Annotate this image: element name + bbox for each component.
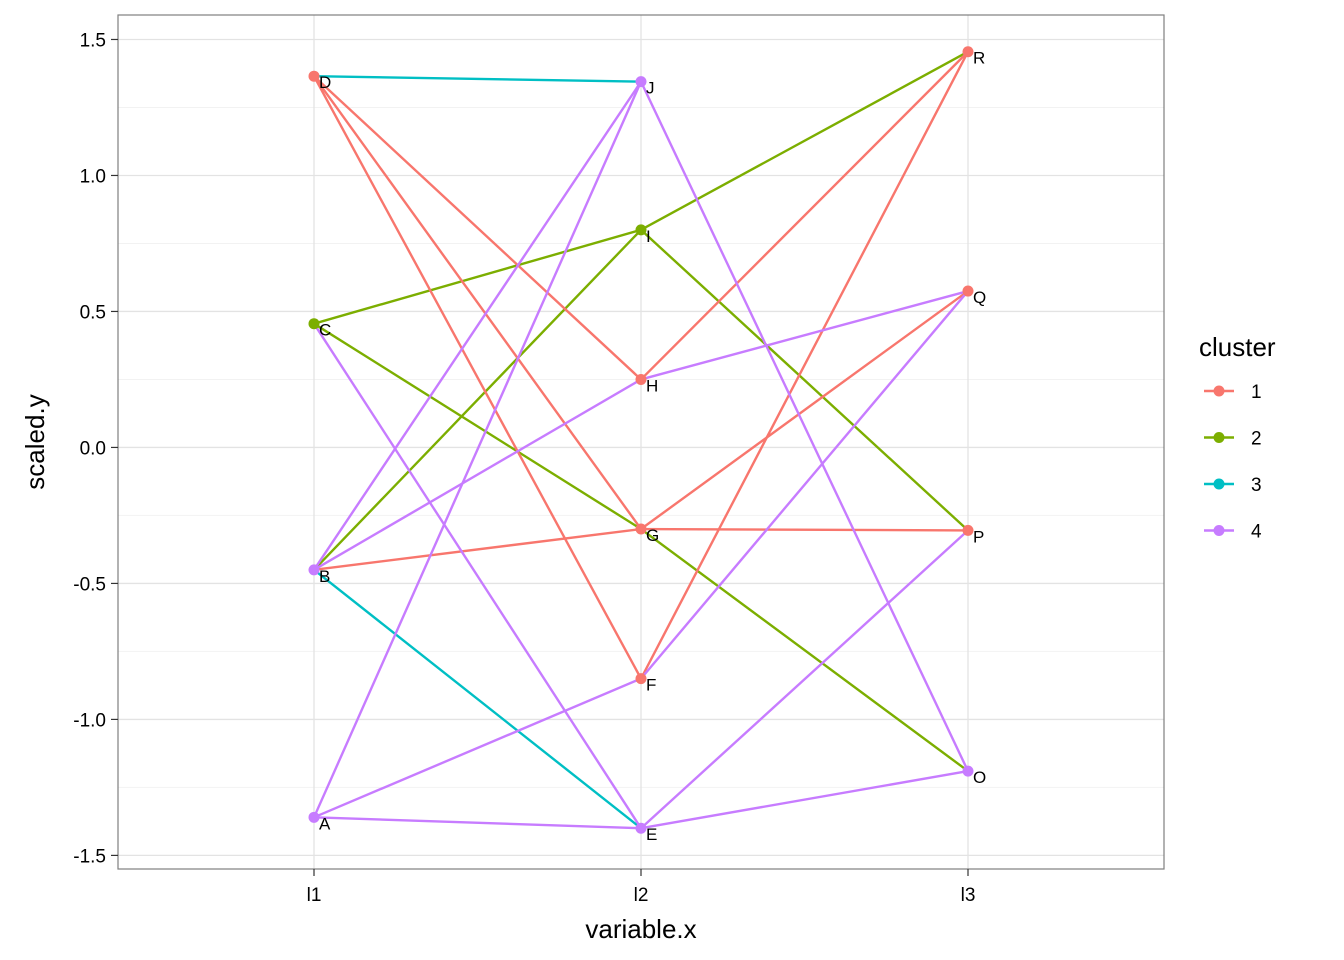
segment-A-J: [312, 80, 643, 819]
y-tick-label: 0.5: [80, 302, 106, 323]
y-tick-label: 0.0: [80, 438, 106, 459]
legend-key-point: [1213, 385, 1225, 397]
data-points: [308, 46, 974, 834]
segment-E-P: [639, 529, 970, 830]
point-label-P: P: [973, 527, 984, 546]
segment-F-R: [639, 50, 970, 680]
point-G: [635, 523, 647, 535]
legend-key-point: [1213, 432, 1225, 443]
legend-label: 4: [1251, 522, 1262, 543]
segment-J-O: [639, 80, 970, 773]
point-label-E: E: [646, 825, 657, 844]
y-tick-label: 1.0: [80, 166, 106, 187]
segment-B-H: [312, 378, 643, 572]
segment-C-G: [312, 322, 643, 531]
y-tick-label: -1.0: [73, 710, 106, 731]
y-axis-title: scaled.y: [20, 394, 50, 489]
segment-B-G: [312, 527, 643, 572]
point-Q: [962, 285, 974, 297]
point-label-A: A: [319, 814, 331, 833]
point-label-R: R: [973, 49, 985, 68]
x-tick-label: l1: [307, 885, 322, 906]
x-axis-title: variable.x: [585, 914, 696, 944]
x-tick-label: l2: [634, 885, 649, 906]
point-E: [635, 822, 647, 834]
point-F: [635, 673, 647, 685]
x-axis: l1 l2 l3: [307, 869, 976, 906]
cluster-segments: [312, 50, 970, 830]
legend: cluster 1 2 3 4: [1199, 332, 1276, 543]
segment-D-H: [312, 74, 643, 381]
legend-label: 1: [1251, 382, 1262, 403]
segment-A-F: [312, 677, 643, 819]
segment-H-Q: [639, 289, 970, 381]
segment-I-P: [639, 228, 970, 532]
segment-D-G: [312, 74, 643, 531]
point-label-B: B: [319, 567, 330, 586]
y-tick-label: -0.5: [73, 574, 106, 595]
point-label-D: D: [319, 73, 331, 92]
segment-I-R: [639, 50, 970, 232]
legend-label: 3: [1251, 475, 1262, 496]
y-tick-label: 1.5: [80, 30, 106, 51]
y-axis: -1.5 -1.0 -0.5 0.0 0.5 1.0 1.5: [73, 30, 118, 867]
point-P: [962, 524, 974, 536]
point-labels: A B C D E F G H I J O P Q R: [319, 49, 986, 844]
point-H: [635, 373, 647, 385]
x-tick-label: l3: [961, 885, 976, 906]
point-label-I: I: [646, 227, 651, 246]
segment-E-O: [639, 769, 970, 830]
point-A: [308, 811, 320, 823]
segment-B-E: [312, 568, 643, 830]
segment-H-R: [639, 50, 970, 381]
segment-D-F: [312, 74, 643, 680]
point-label-G: G: [646, 526, 659, 545]
segment-G-Q: [639, 289, 970, 531]
segment-F-Q: [639, 289, 970, 680]
point-label-F: F: [646, 676, 656, 695]
point-label-H: H: [646, 376, 658, 395]
point-J: [635, 76, 647, 88]
point-label-C: C: [319, 321, 331, 340]
point-C: [308, 318, 320, 330]
segment-C-E: [312, 322, 643, 830]
point-O: [962, 765, 974, 777]
segment-B-J: [312, 80, 643, 572]
legend-key-point: [1213, 525, 1225, 536]
segment-G-O: [639, 527, 970, 773]
point-label-Q: Q: [973, 288, 986, 307]
point-R: [962, 46, 974, 58]
legend-title: cluster: [1199, 332, 1276, 362]
point-D: [308, 70, 320, 82]
legend-label: 2: [1251, 429, 1262, 450]
segment-A-E: [312, 816, 643, 830]
legend-key-point: [1213, 478, 1225, 490]
major-gridlines: [118, 15, 1164, 869]
segment-C-I: [312, 228, 643, 325]
point-B: [308, 564, 320, 576]
segment-G-P: [639, 527, 970, 532]
y-tick-label: -1.5: [73, 846, 106, 867]
point-label-O: O: [973, 768, 986, 787]
point-I: [635, 224, 647, 236]
point-label-J: J: [646, 79, 655, 98]
segment-B-I: [312, 228, 643, 572]
segment-D-J: [312, 74, 643, 83]
